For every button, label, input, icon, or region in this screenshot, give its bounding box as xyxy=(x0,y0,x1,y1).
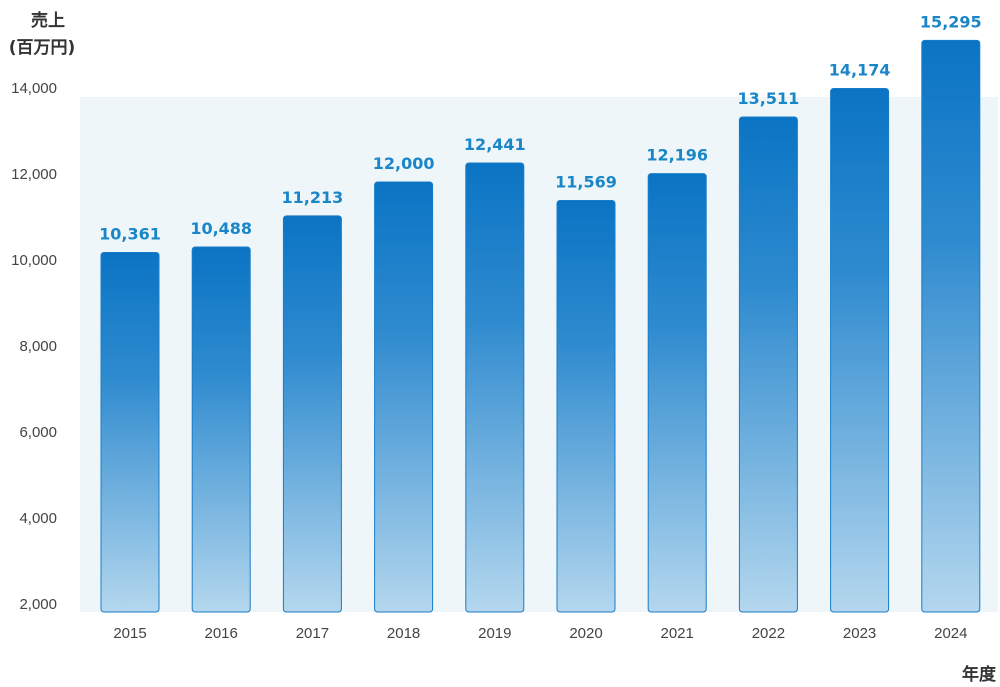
y-tick-label: 6,000 xyxy=(19,424,57,441)
bar-2022 xyxy=(738,116,798,613)
bar-2019 xyxy=(465,162,525,613)
data-label: 11,569 xyxy=(555,173,617,192)
data-label: 10,488 xyxy=(190,219,252,238)
y-tick-label: 2,000 xyxy=(19,596,57,613)
y-axis-title-line-2: (百万円) xyxy=(9,38,76,58)
y-axis-ticks: 2,000 4,000 6,000 8,000 10,000 12,000 14,000 xyxy=(11,80,57,613)
x-tick-label: 2022 xyxy=(752,625,785,642)
bar-2018 xyxy=(374,181,434,613)
data-label: 12,441 xyxy=(464,135,526,154)
y-tick-label: 10,000 xyxy=(11,252,57,269)
x-axis-ticks: 2015 2016 2017 2018 2019 2020 2021 2022 2023 2024 xyxy=(113,625,967,642)
bars xyxy=(100,39,981,613)
x-tick-label: 2021 xyxy=(661,625,694,642)
y-tick-label: 14,000 xyxy=(11,80,57,97)
x-tick-label: 2020 xyxy=(569,625,602,642)
data-label: 12,196 xyxy=(646,146,708,165)
data-label: 12,000 xyxy=(373,154,435,173)
x-tick-label: 2015 xyxy=(113,625,146,642)
data-label: 14,174 xyxy=(829,61,891,80)
x-axis-title: 年度 xyxy=(962,664,997,685)
x-tick-label: 2016 xyxy=(205,625,238,642)
y-tick-label: 12,000 xyxy=(11,166,57,183)
data-labels: 10,361 10,488 11,213 12,000 12,441 11,569 12,1… xyxy=(99,12,982,243)
bar-2021 xyxy=(647,173,707,613)
data-label: 11,213 xyxy=(282,188,344,207)
bar-2016 xyxy=(191,246,251,613)
bar-2015 xyxy=(100,251,160,613)
x-tick-label: 2024 xyxy=(934,625,967,642)
x-tick-label: 2017 xyxy=(296,625,329,642)
x-tick-label: 2018 xyxy=(387,625,420,642)
y-tick-label: 8,000 xyxy=(19,338,57,355)
bar-2024 xyxy=(921,39,981,613)
data-label: 15,295 xyxy=(920,12,982,31)
y-tick-label: 4,000 xyxy=(19,510,57,527)
y-axis-title-line-1: 売上 xyxy=(31,10,65,31)
bar-2023 xyxy=(830,88,890,613)
bar-2017 xyxy=(282,215,342,613)
x-tick-label: 2023 xyxy=(843,625,876,642)
x-tick-label: 2019 xyxy=(478,625,511,642)
data-label: 13,511 xyxy=(738,89,800,108)
bar-2020 xyxy=(556,200,616,613)
data-label: 10,361 xyxy=(99,224,161,243)
y-axis-title: 売上 (百万円) xyxy=(9,10,76,58)
